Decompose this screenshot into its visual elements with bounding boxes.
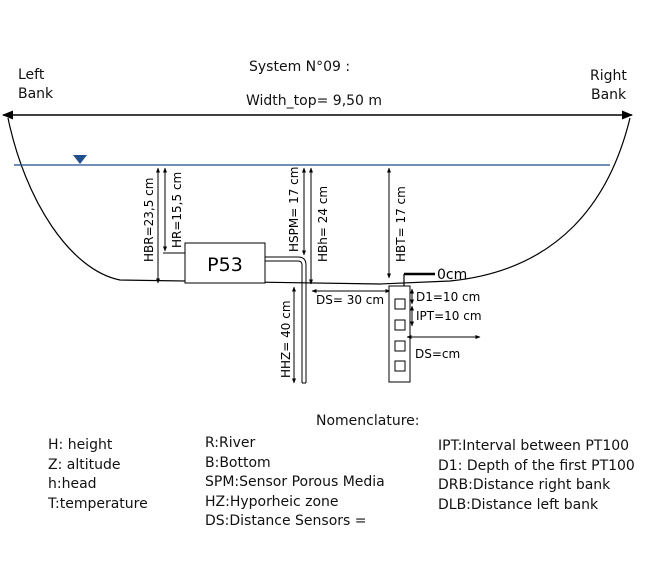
nomenclature-item: R:River bbox=[205, 435, 256, 451]
pt100-sensor-2 bbox=[394, 319, 406, 331]
right-bank-label-line2: Bank bbox=[591, 87, 627, 103]
hbt-label: HBT= 17 cm bbox=[394, 186, 408, 262]
zero-label: 0cm bbox=[437, 267, 467, 283]
nomenclature-item: T:temperature bbox=[48, 495, 148, 512]
nomenclature-item: HZ:Hyporheic zone bbox=[205, 493, 339, 510]
nomenclature-item: IPT:Interval between PT100 bbox=[438, 438, 630, 454]
nomenclature-column-2: R:River B:Bottom SPM:Sensor Porous Media… bbox=[205, 434, 385, 532]
pt100-sensor-3 bbox=[394, 340, 406, 352]
pt100-sensor-1 bbox=[394, 298, 406, 310]
river-bed-profile bbox=[7, 117, 631, 285]
nomenclature-item: DLB:Distance left bank bbox=[438, 496, 599, 513]
left-bank-label-line1: Left bbox=[18, 67, 45, 83]
temperature-rod bbox=[388, 285, 411, 383]
width-top-label: Width_top= 9,50 m bbox=[246, 93, 383, 109]
ds2-label: DS=cm bbox=[415, 347, 460, 361]
device-label: P53 bbox=[207, 254, 243, 276]
nomenclature-column-3: IPT:Interval between PT100 D1: Depth of … bbox=[438, 437, 635, 515]
water-level-marker-icon bbox=[73, 155, 87, 164]
nomenclature-item: h:head bbox=[48, 476, 97, 492]
device-tube-to-probe-inner bbox=[265, 260, 303, 383]
nomenclature-item: B:Bottom bbox=[205, 454, 271, 471]
nomenclature-item: DRB:Distance right bank bbox=[438, 477, 611, 493]
device-tube-to-probe bbox=[265, 256, 307, 383]
nomenclature-item: DS:Distance Sensors = bbox=[205, 513, 367, 529]
nomenclature-column-1: H: height Z: altitude h:head T:temperatu… bbox=[48, 436, 148, 514]
left-bank-label-line2: Bank bbox=[18, 86, 54, 102]
nomenclature-item: Z: altitude bbox=[48, 456, 121, 473]
nomenclature-item: SPM:Sensor Porous Media bbox=[205, 474, 385, 490]
hr-label: HR=15,5 cm bbox=[170, 172, 184, 248]
right-bank-label-line1: Right bbox=[590, 68, 627, 84]
ds-label: DS= 30 cm bbox=[316, 293, 384, 307]
hbr-label: HBR=23,5 cm bbox=[142, 178, 156, 262]
diagram-title: System N°09 : bbox=[249, 59, 351, 75]
hhz-label: HHZ= 40 cm bbox=[279, 300, 293, 378]
nomenclature-heading: Nomenclature: bbox=[316, 413, 420, 429]
ipt-label: IPT=10 cm bbox=[416, 309, 482, 323]
device-box bbox=[184, 242, 266, 284]
hspm-label: HSPM= 17 cm bbox=[287, 167, 301, 252]
nomenclature-item: D1: Depth of the first PT100 bbox=[438, 457, 635, 474]
hbh-label: HBh= 24 cm bbox=[316, 186, 330, 262]
nomenclature-item: H: height bbox=[48, 437, 113, 453]
d1-label: D1=10 cm bbox=[416, 290, 480, 304]
pt100-sensor-4 bbox=[394, 360, 406, 372]
